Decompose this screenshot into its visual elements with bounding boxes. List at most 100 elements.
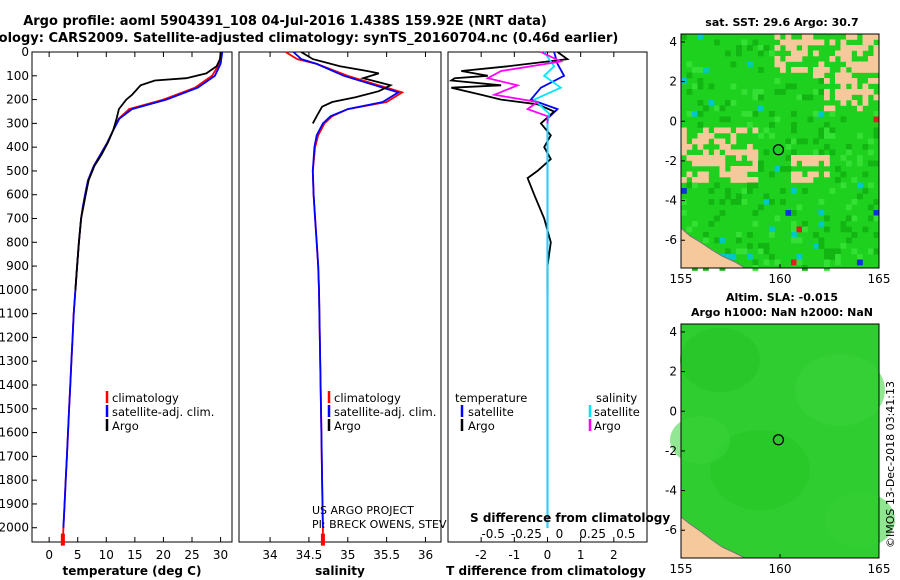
sst-cell (730, 254, 737, 260)
sst-cell (840, 116, 847, 123)
sst-cell (780, 61, 786, 68)
sst-cell (818, 61, 825, 68)
map-y-tick-label: -2 (665, 154, 677, 168)
temperature-axis-label: temperature (deg C) (63, 564, 202, 578)
sst-cell (719, 210, 726, 216)
sst-cell (730, 199, 737, 205)
sst-cell (818, 199, 825, 205)
sst-cell (708, 199, 715, 205)
sst-cell (835, 89, 841, 95)
sst-cell (796, 67, 803, 73)
sst-cell (824, 160, 830, 167)
sst-cell (791, 45, 797, 51)
y-tick-label: 1300 (0, 354, 29, 368)
legend-t-satellite: satellite (468, 405, 514, 419)
sst-cell (774, 78, 781, 84)
sst-cell (692, 221, 698, 227)
sst-cell (697, 144, 704, 150)
sst-cell (873, 160, 880, 167)
sst-cell (873, 94, 880, 101)
sst-cell (824, 171, 830, 178)
sst-cell (758, 67, 764, 73)
sst-cell (829, 127, 836, 134)
sst-cell (736, 193, 742, 200)
sst-cell (868, 67, 874, 73)
temperature-series (60, 51, 224, 546)
legend-s-argo: Argo (594, 419, 621, 433)
x-tick-label: 5 (74, 548, 82, 562)
sst-cell (802, 50, 808, 57)
sst-cell (697, 78, 704, 84)
sst-cell (862, 100, 869, 106)
t-difference-axis-label: T difference from climatology (446, 564, 646, 578)
salinity-panel: 34 34.5 35 35.5 36 salinity climatology sate… (238, 51, 568, 578)
sst-cell (813, 72, 819, 79)
sst-cell (686, 144, 693, 150)
sst-cell (725, 144, 731, 150)
sst-cell (774, 45, 781, 51)
title-line-2: Climatology: CARS2009. Satellite-adjuste… (0, 31, 618, 46)
y-tick-label: 1200 (0, 330, 29, 344)
sst-cell (747, 177, 753, 183)
legend-climatology: climatology (334, 391, 401, 405)
sst-cell (747, 254, 753, 260)
sst-cell (708, 188, 715, 194)
sst-cell (736, 237, 742, 244)
sst-cell (818, 39, 825, 46)
sst-cell (796, 50, 803, 57)
sst-cell (802, 155, 808, 161)
sst-cell (846, 89, 852, 95)
sst-cell (862, 89, 869, 95)
sst-cell (692, 83, 698, 90)
sst-cell (824, 94, 830, 101)
y-tick-label: 1800 (0, 473, 29, 487)
sst-cell (802, 34, 808, 40)
sst-cell (785, 166, 792, 172)
sst-cell (791, 122, 797, 128)
series-argo (74, 51, 222, 290)
sst-cell (873, 45, 880, 51)
map-y-tick-label: 2 (669, 75, 677, 89)
y-tick-label: 2000 (0, 521, 29, 535)
sst-cell (829, 111, 836, 117)
sst-cell (785, 34, 792, 40)
sst-cell (725, 50, 731, 57)
sst-cell (730, 138, 737, 145)
sst-cell (802, 177, 808, 183)
sst-cell (813, 149, 819, 156)
sst-cell (813, 232, 819, 238)
sst-cell (802, 45, 808, 51)
sst-cell (681, 144, 687, 150)
sst-cell (846, 237, 852, 244)
legend-t-argo: Argo (468, 419, 495, 433)
sst-cell (802, 160, 808, 167)
sst-cell (741, 149, 748, 156)
sst-cell (785, 155, 792, 161)
sst-cell (868, 182, 874, 189)
sst-cell (873, 133, 880, 139)
sst-cell (807, 155, 814, 161)
sst-cell (686, 182, 693, 189)
sst-cell (829, 39, 836, 46)
sst-cell (813, 171, 819, 178)
sst-cell (730, 83, 737, 90)
sst-cell (857, 259, 863, 266)
sst-cell (829, 56, 836, 62)
sst-cell (802, 221, 808, 227)
sst-cell (851, 177, 858, 183)
sst-cell (736, 127, 742, 134)
sst-cell (835, 177, 841, 183)
sst-cell (873, 199, 880, 205)
sst-cell (703, 160, 709, 167)
sst-cell (824, 78, 830, 84)
sst-cell (791, 155, 797, 161)
salinity-legend: climatology satellite-adj. clim. Argo (327, 391, 436, 433)
sst-cell (758, 105, 764, 112)
sst-cell (763, 248, 770, 255)
credit-project: US ARGO PROJECT (312, 504, 414, 517)
sst-cell (703, 171, 709, 178)
sst-cell (763, 149, 770, 156)
y-tick-label: 100 (6, 69, 29, 83)
sst-cell (703, 155, 709, 161)
sst-cell (846, 78, 852, 84)
